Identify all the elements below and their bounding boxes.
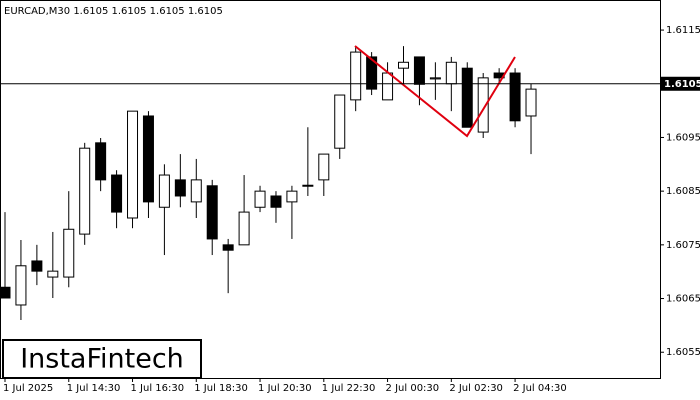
logo: InstaFintech bbox=[20, 344, 184, 375]
candle-body bbox=[318, 153, 330, 181]
candle-body bbox=[222, 244, 234, 251]
candle-body bbox=[461, 67, 473, 128]
chart-title: EURCAD,M30 1.6105 1.6105 1.6105 1.6105 bbox=[4, 6, 223, 17]
x-tick-label: 1 Jul 20:30 bbox=[258, 383, 312, 394]
candle-body bbox=[174, 179, 186, 197]
candle-body bbox=[95, 142, 107, 181]
candle-body bbox=[206, 185, 218, 240]
y-tick-label: 1.6115 bbox=[666, 25, 700, 36]
candle-body bbox=[47, 270, 59, 278]
candle-body bbox=[127, 110, 139, 219]
candle-body bbox=[111, 174, 123, 213]
candle-body bbox=[350, 51, 362, 101]
x-tick-label: 1 Jul 14:30 bbox=[67, 383, 121, 394]
x-tick-label: 1 Jul 2025 bbox=[3, 383, 53, 394]
candle-body bbox=[525, 88, 537, 117]
y-tick-label: 1.6055 bbox=[666, 347, 700, 358]
x-tick-label: 1 Jul 22:30 bbox=[322, 383, 376, 394]
candle-body bbox=[15, 265, 27, 306]
candle-body bbox=[142, 115, 154, 203]
candle-body bbox=[0, 286, 11, 299]
x-tick-label: 2 Jul 04:30 bbox=[513, 383, 567, 394]
candle-body bbox=[302, 184, 314, 187]
candle-body bbox=[445, 61, 457, 85]
x-tick-label: 1 Jul 18:30 bbox=[194, 383, 248, 394]
candle-body bbox=[382, 72, 394, 101]
candle-body bbox=[254, 190, 266, 208]
candle-body bbox=[158, 174, 170, 208]
candle-body bbox=[334, 94, 346, 149]
candle-body bbox=[366, 56, 378, 90]
candle-body bbox=[429, 77, 441, 80]
candle-body bbox=[477, 77, 489, 133]
candle-body bbox=[413, 56, 425, 85]
logo-box bbox=[2, 339, 202, 379]
candle-body bbox=[509, 72, 521, 122]
candle-body bbox=[31, 260, 43, 272]
y-tick-label: 1.6085 bbox=[666, 186, 700, 197]
candle-body bbox=[79, 147, 91, 235]
candle-body bbox=[398, 61, 409, 69]
candle-body bbox=[63, 228, 75, 278]
price-label-box bbox=[661, 76, 700, 91]
plot-frame bbox=[0, 0, 661, 379]
x-tick-label: 1 Jul 16:30 bbox=[131, 383, 185, 394]
price-label: 1.6105 bbox=[664, 79, 700, 90]
y-tick-label: 1.6065 bbox=[666, 294, 700, 305]
x-tick-label: 2 Jul 00:30 bbox=[386, 383, 440, 394]
candle-body bbox=[270, 195, 282, 208]
candle-body bbox=[190, 179, 202, 203]
y-tick-label: 1.6075 bbox=[666, 240, 700, 251]
candle-body bbox=[238, 211, 250, 246]
x-tick-label: 2 Jul 02:30 bbox=[449, 383, 503, 394]
y-tick-label: 1.6095 bbox=[666, 132, 700, 143]
candle-body bbox=[286, 190, 298, 203]
